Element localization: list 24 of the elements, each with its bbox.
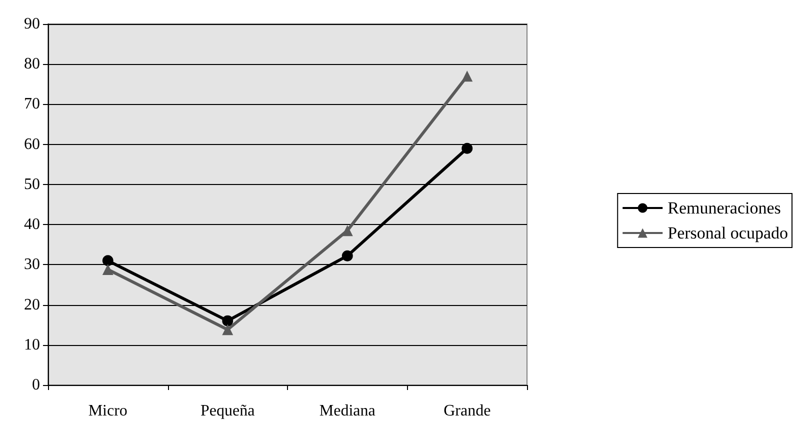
x-tick-label: Pequeña bbox=[200, 402, 255, 420]
point bbox=[462, 70, 473, 82]
point bbox=[102, 264, 114, 275]
legend-label: Remuneraciones bbox=[668, 198, 781, 218]
y-tick-label: 80 bbox=[24, 56, 40, 73]
point bbox=[462, 142, 473, 154]
x-tick-label: Mediana bbox=[319, 402, 376, 420]
x-tick-label: Grande bbox=[444, 402, 491, 420]
y-tick-label: 60 bbox=[24, 136, 40, 153]
point bbox=[342, 225, 353, 236]
y-tick-label: 50 bbox=[24, 176, 40, 193]
y-tick-label: 70 bbox=[24, 96, 40, 113]
x-tick-label: Micro bbox=[88, 402, 128, 420]
point bbox=[222, 315, 234, 326]
y-tick-label: 10 bbox=[24, 336, 40, 354]
point bbox=[222, 324, 234, 336]
point bbox=[342, 250, 353, 262]
legend-label: Personal ocupado bbox=[668, 224, 788, 242]
y-tick-label: 20 bbox=[24, 296, 40, 314]
y-tick-label: 40 bbox=[24, 216, 40, 234]
point bbox=[102, 255, 114, 266]
y-tick-label: 90 bbox=[24, 16, 40, 32]
y-tick-label: 30 bbox=[24, 256, 40, 274]
y-tick-label: 0 bbox=[32, 376, 40, 394]
